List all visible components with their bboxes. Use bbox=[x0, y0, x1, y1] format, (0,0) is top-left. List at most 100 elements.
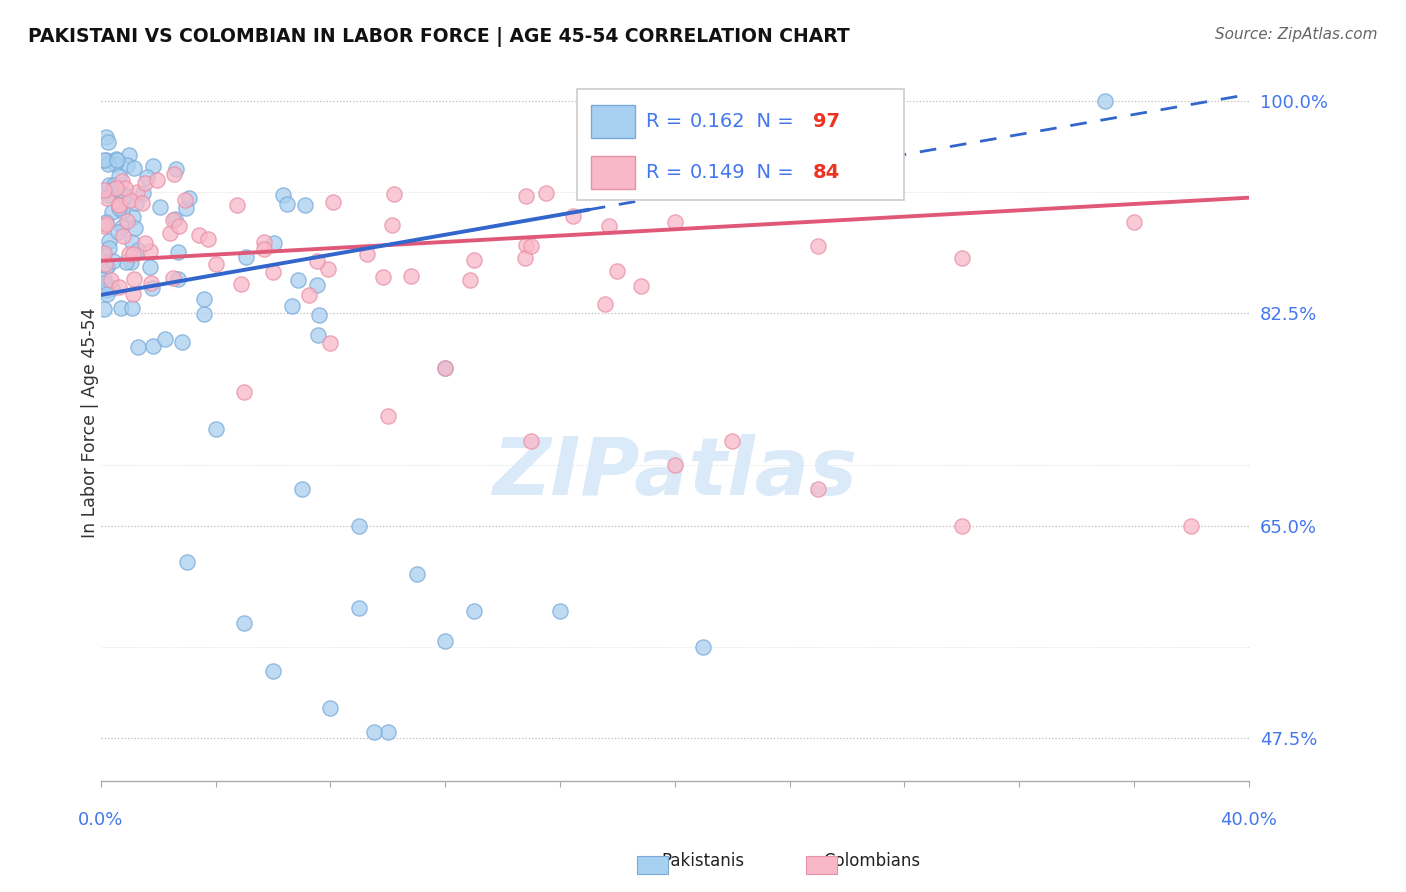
Point bbox=[93, 277, 115, 291]
Point bbox=[139, 244, 162, 258]
Point bbox=[111, 204, 134, 219]
Text: ZIPatlas: ZIPatlas bbox=[492, 434, 858, 512]
Point bbox=[179, 191, 201, 205]
Point bbox=[363, 725, 385, 739]
Point bbox=[93, 219, 115, 233]
Text: 84: 84 bbox=[813, 162, 839, 182]
Point bbox=[111, 220, 134, 235]
Point bbox=[692, 640, 714, 655]
Point bbox=[127, 186, 149, 200]
Point bbox=[104, 181, 127, 195]
Point bbox=[371, 270, 394, 285]
Point bbox=[93, 257, 115, 271]
Point bbox=[97, 188, 120, 202]
Point bbox=[197, 232, 219, 246]
Text: 97: 97 bbox=[813, 112, 839, 130]
Point bbox=[463, 252, 485, 267]
Point bbox=[233, 385, 256, 400]
Point bbox=[377, 409, 399, 424]
Point bbox=[298, 288, 321, 302]
Point bbox=[262, 665, 284, 679]
Point bbox=[271, 188, 294, 202]
Point bbox=[520, 434, 543, 448]
Point bbox=[322, 194, 344, 209]
Point bbox=[463, 604, 485, 618]
Point bbox=[97, 135, 120, 149]
Point bbox=[96, 283, 118, 297]
Point bbox=[93, 153, 115, 168]
Point bbox=[291, 483, 314, 497]
Point bbox=[93, 183, 115, 197]
Point bbox=[122, 211, 145, 225]
Y-axis label: In Labor Force | Age 45-54: In Labor Force | Age 45-54 bbox=[82, 307, 98, 538]
Point bbox=[162, 213, 184, 227]
Point bbox=[204, 421, 226, 435]
Point bbox=[458, 273, 481, 287]
Point bbox=[347, 518, 370, 533]
Point bbox=[513, 251, 536, 265]
Point bbox=[162, 270, 184, 285]
Point bbox=[111, 228, 134, 243]
Point bbox=[167, 219, 190, 233]
Text: R =: R = bbox=[647, 112, 689, 130]
Point bbox=[520, 239, 543, 253]
Point bbox=[96, 191, 118, 205]
Point bbox=[118, 246, 141, 260]
Point bbox=[93, 272, 115, 286]
Point bbox=[1094, 94, 1116, 108]
FancyBboxPatch shape bbox=[578, 89, 904, 200]
Text: 0.162: 0.162 bbox=[690, 112, 745, 130]
Point bbox=[111, 186, 134, 200]
Text: PAKISTANI VS COLOMBIAN IN LABOR FORCE | AGE 45-54 CORRELATION CHART: PAKISTANI VS COLOMBIAN IN LABOR FORCE | … bbox=[28, 27, 849, 46]
Point bbox=[127, 243, 149, 257]
Text: 40.0%: 40.0% bbox=[1220, 811, 1277, 830]
FancyBboxPatch shape bbox=[591, 156, 634, 189]
Point bbox=[1122, 215, 1144, 229]
Point bbox=[96, 260, 118, 274]
Point bbox=[104, 189, 127, 203]
Point bbox=[307, 328, 329, 343]
Point bbox=[96, 286, 118, 301]
Point bbox=[107, 279, 129, 293]
Point bbox=[950, 252, 973, 266]
Point bbox=[103, 178, 125, 193]
Point bbox=[108, 198, 131, 212]
Text: N =: N = bbox=[744, 112, 800, 130]
Text: Colombians: Colombians bbox=[823, 852, 921, 870]
Point bbox=[176, 555, 198, 569]
Point bbox=[141, 280, 163, 294]
Point bbox=[534, 186, 557, 200]
Point bbox=[664, 215, 686, 229]
Point bbox=[548, 604, 571, 618]
Point bbox=[159, 226, 181, 240]
Point bbox=[101, 281, 124, 295]
Point bbox=[115, 214, 138, 228]
Point bbox=[664, 458, 686, 472]
Point bbox=[188, 228, 211, 243]
Point bbox=[172, 334, 194, 349]
Point bbox=[229, 277, 252, 291]
Point bbox=[377, 725, 399, 739]
Point bbox=[114, 181, 136, 195]
Point bbox=[131, 186, 153, 200]
Point bbox=[593, 296, 616, 310]
Point bbox=[294, 198, 316, 212]
Text: R =: R = bbox=[647, 162, 689, 182]
Point bbox=[515, 238, 537, 252]
Point bbox=[347, 601, 370, 615]
Point bbox=[167, 244, 190, 259]
Point bbox=[307, 254, 329, 268]
Point bbox=[134, 176, 156, 190]
Point bbox=[319, 701, 342, 715]
Point bbox=[136, 169, 159, 184]
Point bbox=[104, 152, 127, 166]
Text: 0.0%: 0.0% bbox=[79, 811, 124, 830]
Point bbox=[122, 287, 145, 301]
Point bbox=[316, 261, 339, 276]
Point bbox=[163, 167, 186, 181]
Point bbox=[434, 634, 457, 648]
Point bbox=[165, 212, 187, 227]
Point bbox=[115, 255, 138, 269]
Point bbox=[120, 255, 142, 269]
Point bbox=[93, 282, 115, 296]
